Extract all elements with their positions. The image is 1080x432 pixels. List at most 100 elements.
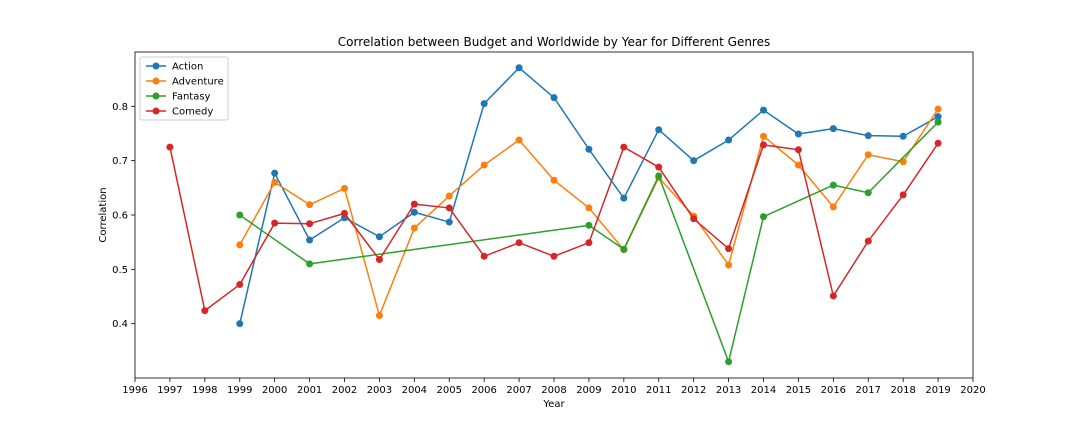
data-point-comedy — [410, 200, 418, 208]
data-point-comedy — [166, 143, 174, 151]
data-point-action — [620, 194, 628, 202]
legend-marker — [152, 62, 160, 70]
x-axis-label: Year — [542, 399, 565, 410]
x-tick-label: 2007 — [506, 385, 531, 396]
data-point-action — [375, 233, 383, 241]
data-point-comedy — [620, 143, 628, 151]
y-tick-label: 0.5 — [112, 265, 128, 276]
data-point-action — [480, 100, 488, 108]
x-tick-label: 1998 — [192, 385, 217, 396]
data-point-action — [864, 132, 872, 140]
series-line-fantasy — [239, 121, 939, 363]
x-axis: 1996 1997 1998 1999 2000 2001 2002 2003 2004 2005… — [122, 378, 986, 396]
data-point-adventure — [445, 192, 453, 200]
data-point-comedy — [236, 281, 244, 289]
series-action — [236, 64, 942, 328]
data-point-comedy — [480, 252, 488, 260]
x-tick-label: 1996 — [122, 385, 147, 396]
data-point-comedy — [864, 237, 872, 245]
legend-item-adventure: Adventure — [146, 77, 224, 88]
data-point-fantasy — [864, 189, 872, 197]
x-tick-label: 2004 — [402, 385, 427, 396]
data-point-action — [410, 208, 418, 216]
x-tick-label: 1999 — [227, 385, 252, 396]
data-point-adventure — [341, 184, 348, 192]
x-tick-label: 2018 — [890, 385, 915, 396]
y-tick-label: 0.6 — [112, 211, 128, 222]
data-point-adventure — [410, 224, 418, 232]
data-point-comedy — [585, 239, 593, 247]
data-point-action — [725, 136, 733, 144]
data-point-adventure — [550, 176, 558, 184]
data-point-action — [794, 130, 802, 138]
data-point-adventure — [236, 241, 244, 249]
data-point-comedy — [306, 220, 314, 228]
data-point-action — [690, 157, 698, 165]
data-point-action — [236, 320, 244, 328]
x-tick-label: 2011 — [646, 385, 671, 396]
data-point-comedy — [271, 219, 279, 227]
data-point-comedy — [341, 209, 348, 217]
plot-area — [166, 64, 942, 366]
data-point-fantasy — [725, 358, 733, 366]
data-point-action — [829, 125, 837, 133]
chart-title: Correlation between Budget and Worldwide… — [338, 35, 770, 49]
data-point-action — [550, 94, 558, 102]
x-tick-label: 2013 — [716, 385, 741, 396]
series-line-comedy — [169, 142, 939, 312]
data-point-fantasy — [236, 211, 244, 219]
data-point-comedy — [201, 307, 209, 315]
series-comedy — [166, 139, 942, 315]
legend-label: Action — [172, 62, 203, 73]
x-tick-label: 2009 — [576, 385, 601, 396]
legend-label: Comedy — [172, 107, 213, 118]
data-point-fantasy — [655, 172, 663, 180]
data-point-action — [760, 106, 767, 114]
series-line-action — [239, 67, 939, 324]
data-point-fantasy — [620, 245, 628, 253]
series-fantasy — [236, 118, 942, 366]
x-tick-label: 2005 — [437, 385, 462, 396]
legend-label: Adventure — [172, 77, 224, 88]
y-tick-label: 0.4 — [112, 319, 128, 330]
data-point-adventure — [760, 132, 767, 140]
data-point-adventure — [480, 161, 488, 169]
legend-item-fantasy: Fantasy — [146, 92, 211, 103]
legend: Action Adventure Fantasy Comedy — [139, 56, 229, 121]
data-point-comedy — [934, 139, 942, 147]
data-point-adventure — [271, 178, 279, 186]
legend-item-comedy: Comedy — [146, 107, 213, 118]
data-point-fantasy — [760, 213, 767, 221]
data-point-action — [271, 169, 279, 177]
data-point-comedy — [515, 239, 523, 247]
data-point-action — [306, 236, 314, 244]
legend-marker — [152, 107, 160, 115]
data-point-comedy — [655, 163, 663, 171]
data-point-comedy — [690, 215, 698, 223]
x-tick-label: 1997 — [157, 385, 182, 396]
data-point-fantasy — [306, 260, 314, 268]
data-point-adventure — [864, 151, 872, 159]
data-point-fantasy — [934, 118, 942, 126]
data-point-adventure — [829, 203, 837, 211]
legend-marker — [152, 77, 160, 85]
x-tick-label: 2000 — [262, 385, 287, 396]
x-tick-label: 2002 — [332, 385, 357, 396]
data-point-comedy — [725, 245, 733, 253]
data-point-fantasy — [829, 181, 837, 189]
legend-marker — [152, 92, 160, 100]
data-point-adventure — [375, 312, 383, 320]
data-point-comedy — [899, 191, 907, 199]
data-point-adventure — [725, 261, 733, 269]
x-tick-label: 2020 — [960, 385, 985, 396]
x-tick-label: 2006 — [471, 385, 496, 396]
data-point-action — [934, 113, 942, 121]
x-tick-label: 2017 — [856, 385, 881, 396]
data-point-action — [585, 145, 593, 153]
data-point-adventure — [585, 204, 593, 212]
data-point-adventure — [515, 136, 523, 144]
data-point-comedy — [375, 256, 383, 264]
x-tick-label: 2003 — [367, 385, 392, 396]
x-tick-label: 2008 — [541, 385, 566, 396]
x-tick-label: 2001 — [297, 385, 322, 396]
